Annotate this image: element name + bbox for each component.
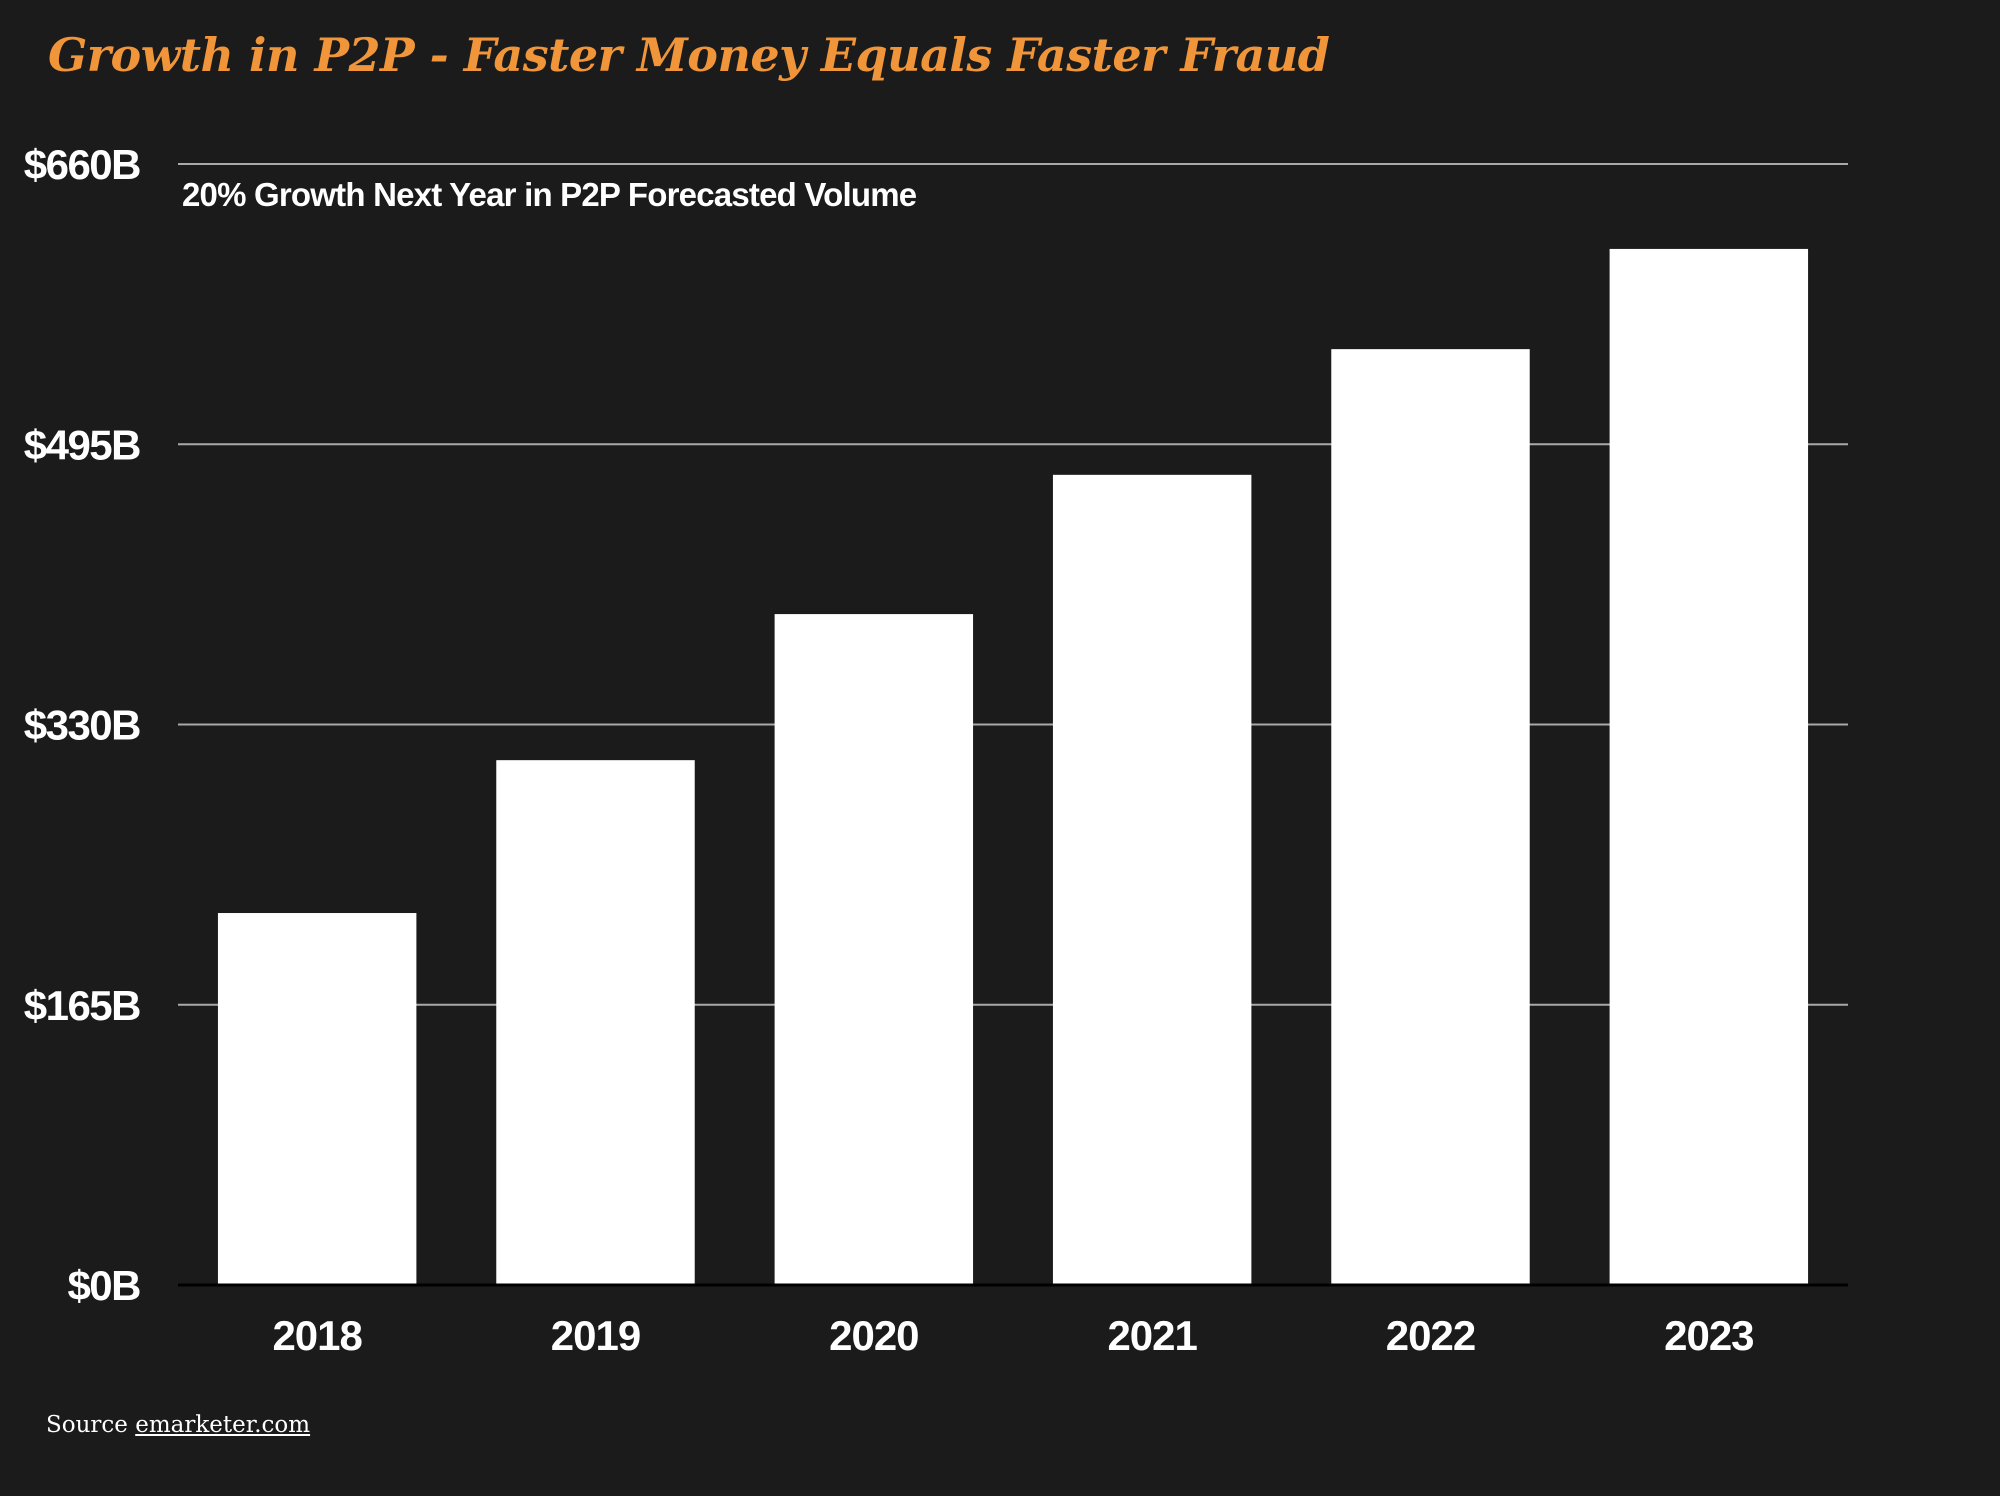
- bar-2019: [496, 760, 695, 1285]
- y-tick-label: $495B: [24, 421, 140, 468]
- y-tick-label: $660B: [24, 141, 140, 188]
- axis: $0B $165B $330B $495B $660B 2018 2019 2020 2021 2…: [24, 141, 1848, 1359]
- x-tick-label: 2023: [1664, 1312, 1753, 1359]
- source-note: Source emarketer.com: [46, 1412, 310, 1438]
- chart-annotation: 20% Growth Next Year in P2P Forecasted V…: [182, 176, 917, 213]
- x-tick-label: 2021: [1107, 1312, 1197, 1359]
- y-tick-label: $165B: [24, 982, 140, 1029]
- bars: [217, 248, 1809, 1286]
- chart-title: Growth in P2P - Faster Money Equals Fast…: [48, 28, 1330, 82]
- bar-2023: [1609, 248, 1809, 1286]
- x-tick-label: 2022: [1386, 1312, 1475, 1359]
- y-tick-label: $0B: [67, 1262, 140, 1309]
- x-tick-label: 2018: [272, 1312, 362, 1359]
- y-tick-label: $330B: [24, 702, 140, 749]
- bar-2020: [774, 614, 974, 1285]
- bar-2018: [217, 913, 417, 1285]
- gridlines: [178, 163, 1848, 1006]
- x-tick-label: 2020: [829, 1312, 918, 1359]
- bar-2021: [1052, 474, 1252, 1285]
- bar-2022: [1331, 349, 1530, 1285]
- x-tick-label: 2019: [551, 1312, 640, 1359]
- source-link[interactable]: emarketer.com: [135, 1412, 311, 1438]
- source-prefix: Source: [46, 1412, 128, 1438]
